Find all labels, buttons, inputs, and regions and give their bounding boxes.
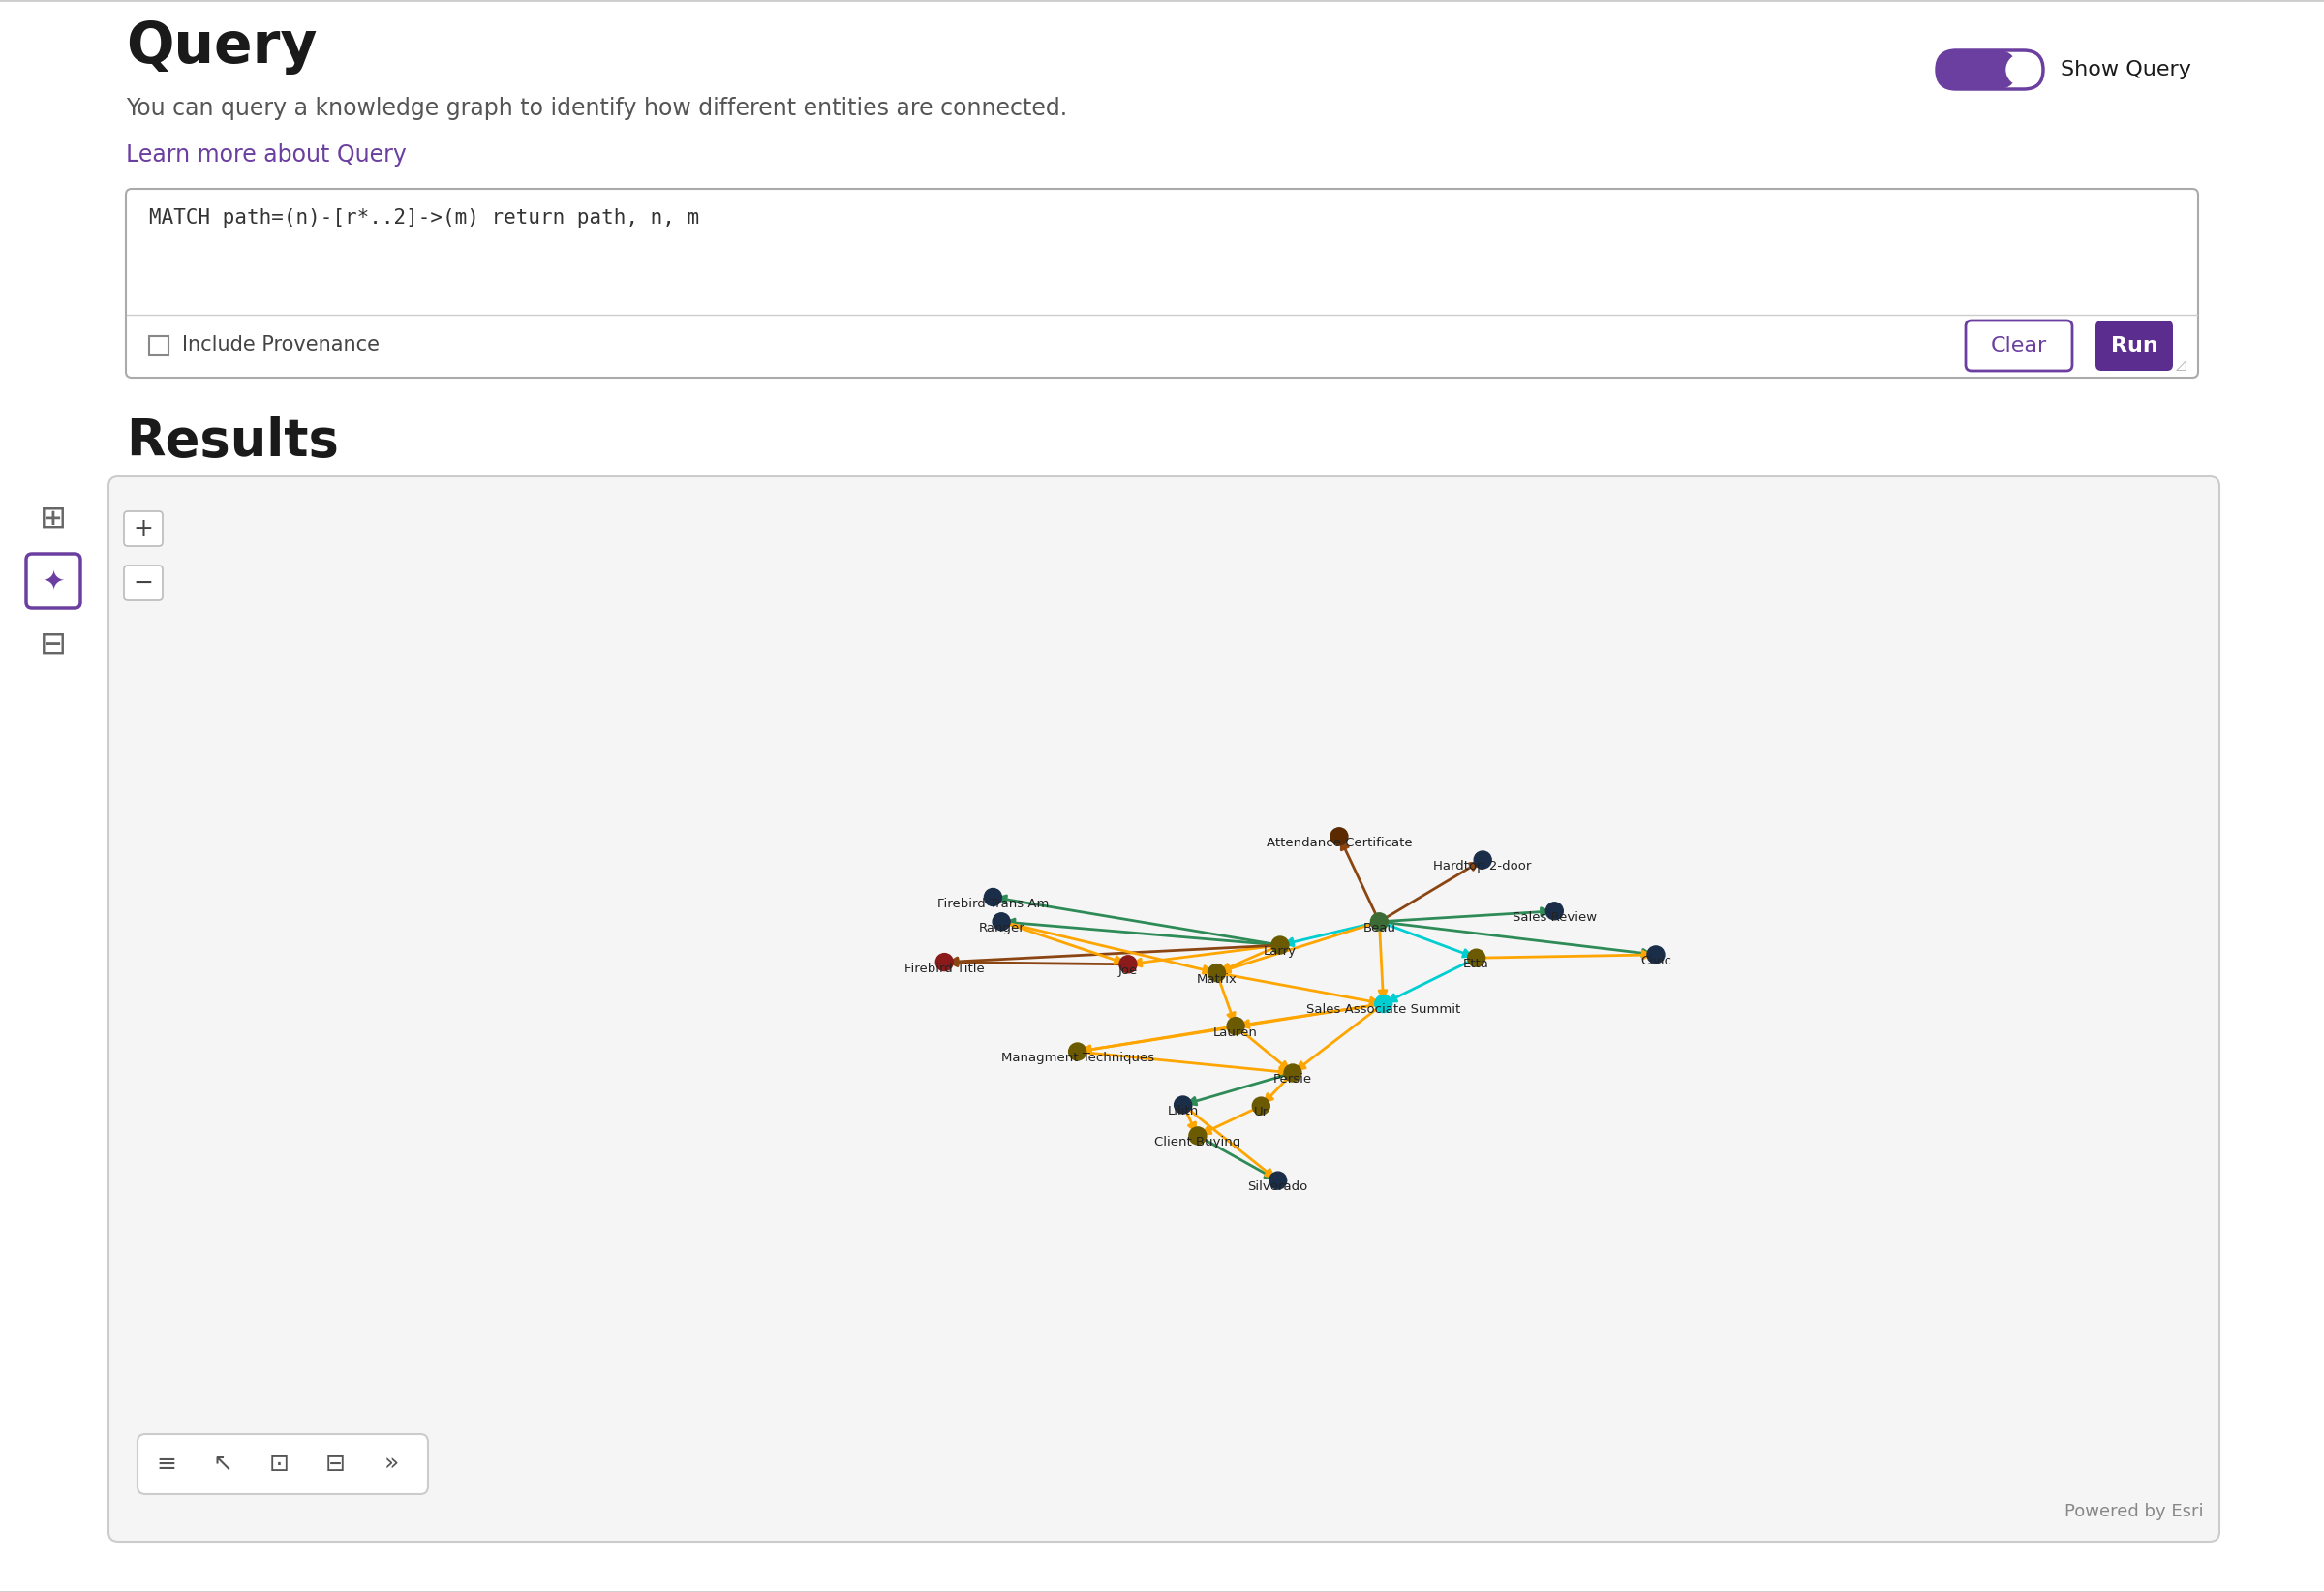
Text: You can query a knowledge graph to identify how different entities are connected: You can query a knowledge graph to ident… — [125, 97, 1067, 119]
Circle shape — [985, 888, 1002, 906]
Text: Civic: Civic — [1641, 955, 1671, 968]
Text: ⊟: ⊟ — [40, 627, 67, 661]
Text: MATCH path=(n)-[r*..2]->(m) return path, n, m: MATCH path=(n)-[r*..2]->(m) return path,… — [149, 209, 700, 228]
FancyBboxPatch shape — [1936, 51, 2043, 89]
Circle shape — [1469, 949, 1485, 966]
Text: ≡: ≡ — [156, 1452, 177, 1476]
Circle shape — [1473, 852, 1492, 869]
Circle shape — [1174, 1097, 1192, 1114]
Circle shape — [1545, 903, 1564, 920]
Text: Persie: Persie — [1274, 1073, 1313, 1086]
Text: Firebird Title: Firebird Title — [904, 962, 985, 974]
Text: Sales Associate Summit: Sales Associate Summit — [1306, 1003, 1459, 1016]
Text: Query: Query — [125, 19, 316, 75]
Text: Ranger: Ranger — [978, 922, 1025, 935]
Text: Joe: Joe — [1118, 965, 1139, 977]
FancyBboxPatch shape — [1966, 320, 2073, 371]
Text: Include Provenance: Include Provenance — [181, 334, 379, 355]
Text: Powered by Esri: Powered by Esri — [2064, 1503, 2203, 1520]
Text: +: + — [132, 517, 153, 540]
Circle shape — [1069, 1043, 1085, 1060]
Text: Attendance Certificate: Attendance Certificate — [1267, 836, 1413, 849]
Text: Silverado: Silverado — [1248, 1181, 1308, 1192]
Circle shape — [1208, 965, 1225, 982]
Circle shape — [1190, 1127, 1206, 1145]
Text: −: − — [132, 572, 153, 594]
Text: Client Buying: Client Buying — [1155, 1135, 1241, 1148]
Text: Clear: Clear — [1992, 336, 2047, 355]
Circle shape — [1271, 936, 1290, 954]
Text: Etta: Etta — [1464, 958, 1490, 971]
FancyBboxPatch shape — [149, 336, 170, 355]
Text: Show Query: Show Query — [2061, 60, 2192, 80]
Text: ⊡: ⊡ — [270, 1452, 288, 1476]
FancyBboxPatch shape — [1936, 51, 2017, 89]
Text: ✦: ✦ — [42, 567, 65, 594]
FancyBboxPatch shape — [123, 511, 163, 546]
Circle shape — [1371, 912, 1387, 930]
Text: Hardtop 2-door: Hardtop 2-door — [1434, 860, 1532, 872]
Text: Run: Run — [2110, 336, 2157, 355]
Circle shape — [1269, 1172, 1287, 1189]
FancyBboxPatch shape — [2096, 320, 2173, 371]
Text: Ur: Ur — [1253, 1106, 1269, 1119]
Text: Beau: Beau — [1362, 922, 1397, 935]
Text: »: » — [383, 1452, 400, 1476]
Circle shape — [1648, 946, 1664, 963]
Text: Lauren: Lauren — [1213, 1027, 1257, 1038]
Text: Managment Techniques: Managment Techniques — [1002, 1052, 1155, 1063]
Circle shape — [937, 954, 953, 971]
Text: Sales Review: Sales Review — [1513, 911, 1597, 923]
Circle shape — [1283, 1063, 1301, 1081]
Circle shape — [1120, 955, 1136, 973]
Circle shape — [1253, 1097, 1269, 1114]
Text: Results: Results — [125, 417, 339, 466]
Text: Learn more about Query: Learn more about Query — [125, 143, 407, 167]
Text: ⊟: ⊟ — [325, 1452, 346, 1476]
FancyBboxPatch shape — [109, 476, 2219, 1541]
Text: Firebird Trans Am: Firebird Trans Am — [937, 898, 1048, 909]
FancyBboxPatch shape — [137, 1434, 428, 1495]
Circle shape — [1376, 995, 1392, 1013]
Circle shape — [1227, 1017, 1243, 1035]
Text: ⊞: ⊞ — [40, 501, 67, 533]
Text: ↖: ↖ — [211, 1452, 232, 1476]
Text: Larry: Larry — [1264, 946, 1297, 958]
Text: Matrix: Matrix — [1197, 973, 1236, 985]
Circle shape — [2006, 54, 2038, 86]
FancyBboxPatch shape — [123, 565, 163, 600]
Text: ◿: ◿ — [2175, 358, 2187, 373]
FancyBboxPatch shape — [125, 189, 2199, 377]
Circle shape — [992, 912, 1011, 930]
FancyBboxPatch shape — [26, 554, 81, 608]
Circle shape — [1329, 828, 1348, 845]
Text: Lilith: Lilith — [1167, 1105, 1199, 1118]
